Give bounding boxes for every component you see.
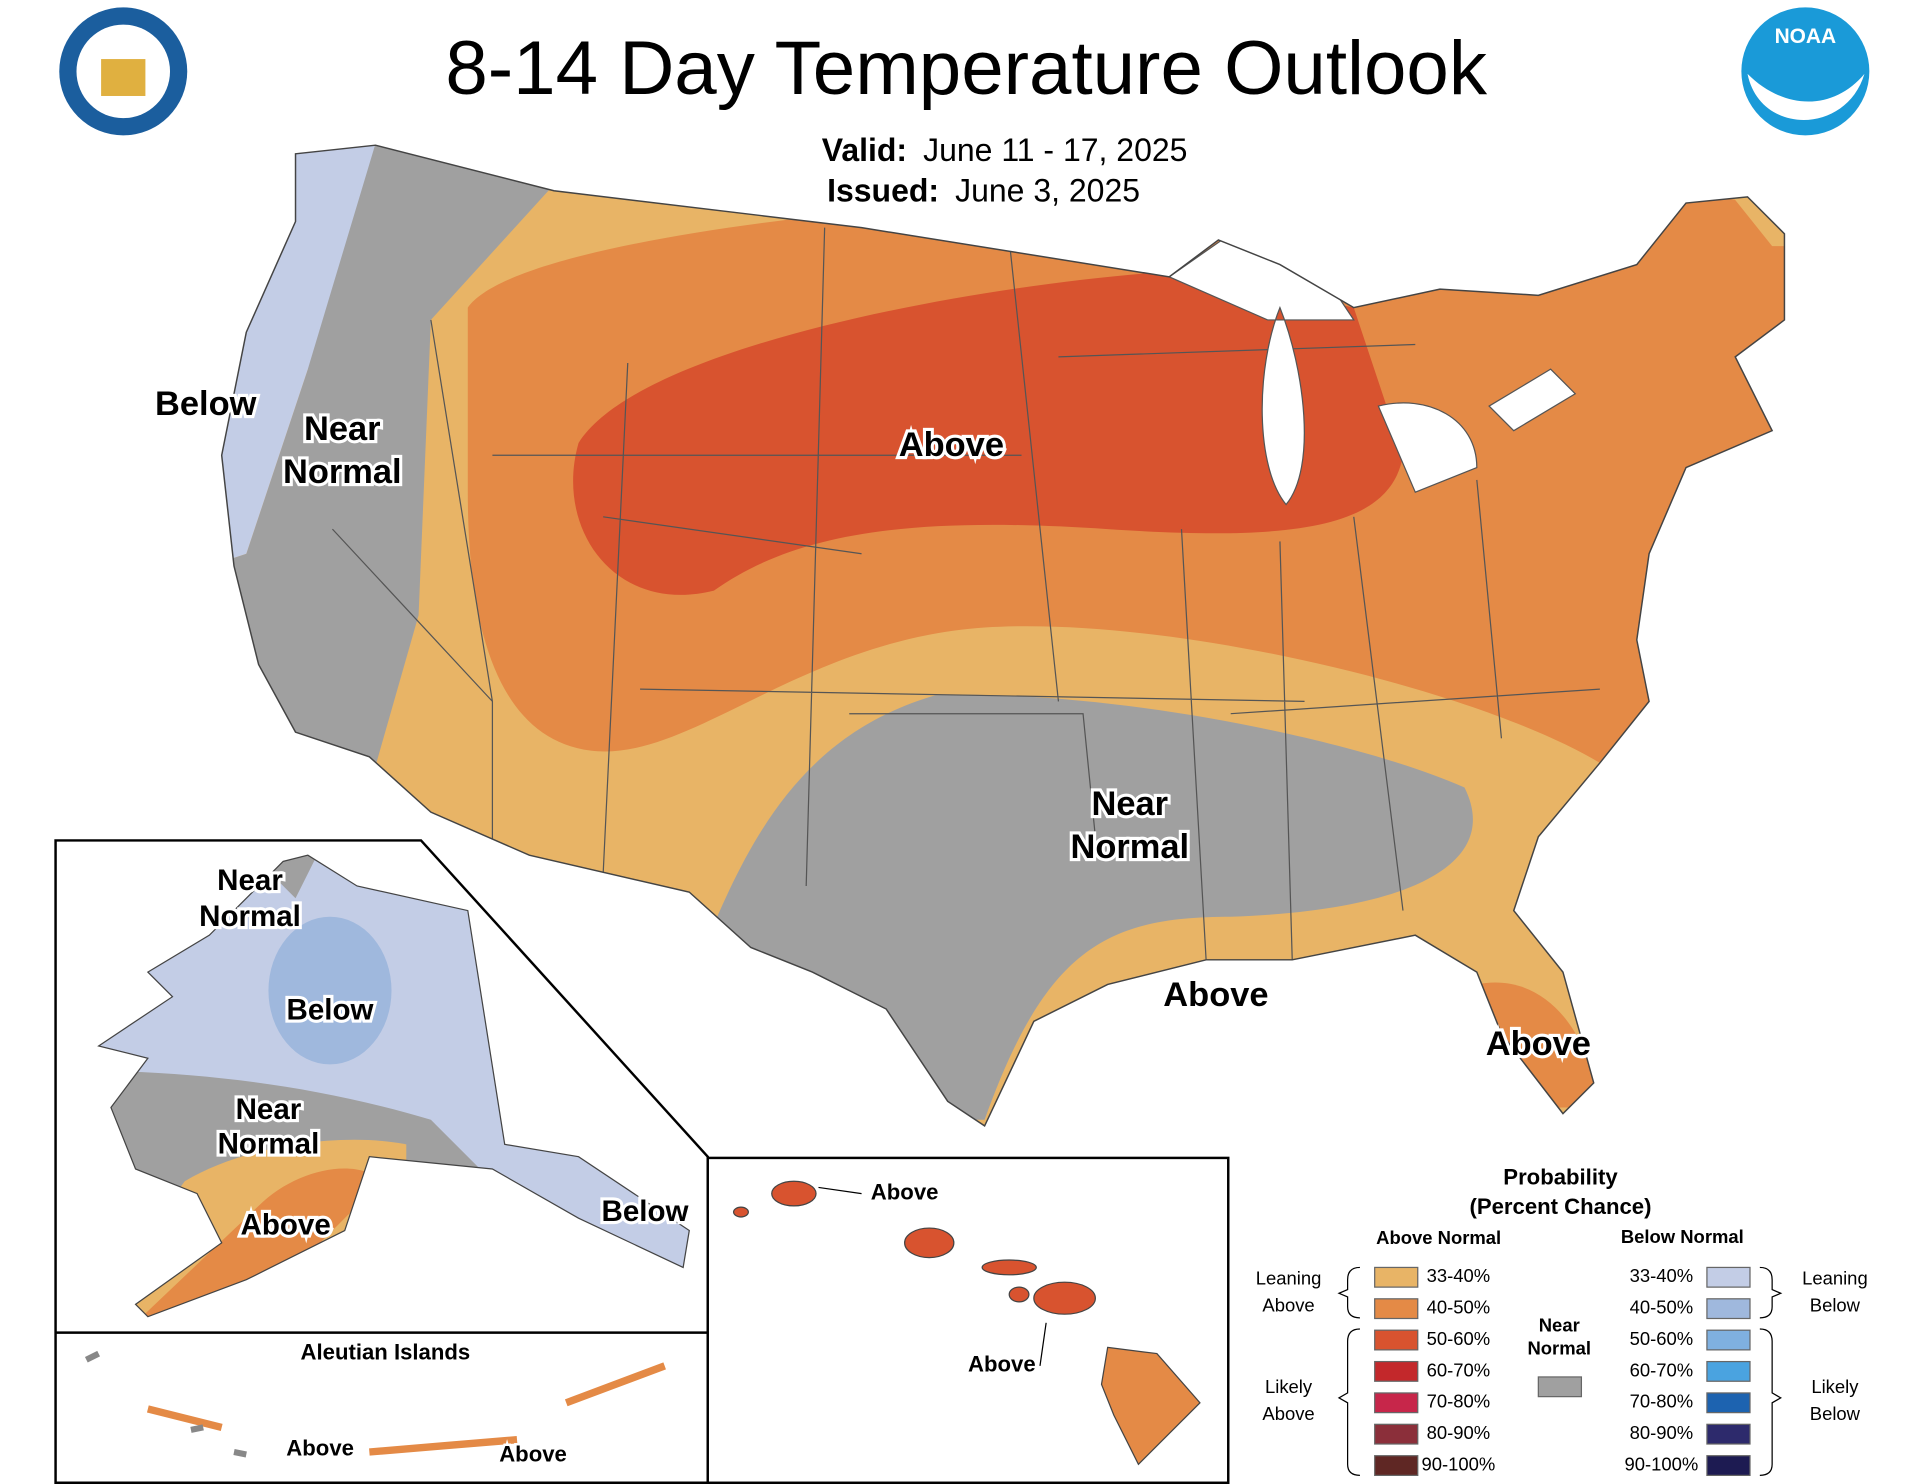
island: [981, 1259, 1037, 1276]
legend-swatch: [1374, 1298, 1419, 1320]
island: [1008, 1286, 1030, 1303]
island: [732, 1206, 749, 1218]
legend-label: 70-80%: [1427, 1391, 1491, 1412]
legend-swatch: [1374, 1360, 1419, 1382]
map-label: Near: [1092, 785, 1169, 823]
map-label: Near: [217, 864, 283, 897]
leader-lines: [818, 1186, 1047, 1366]
legend-label: 33-40%: [1630, 1265, 1694, 1286]
legend-swatch: [1706, 1455, 1751, 1477]
commerce-logo: [59, 7, 188, 136]
map-label: Normal: [199, 900, 301, 933]
map-label: Above: [968, 1352, 1036, 1377]
legend-label: 50-60%: [1427, 1328, 1491, 1349]
legend-group: Likely: [1811, 1376, 1859, 1397]
legend-subtitle: (Percent Chance): [1469, 1194, 1651, 1219]
legend-group: Leaning: [1256, 1268, 1322, 1289]
legend-label: 40-50%: [1630, 1297, 1694, 1318]
noaa-logo: NOAA: [1741, 7, 1870, 136]
legend-swatch: [1706, 1266, 1751, 1288]
title: 8-14 Day Temperature Outlook: [445, 26, 1487, 111]
inset-title: Aleutian Islands: [301, 1339, 471, 1364]
legend-group: Above: [1262, 1295, 1314, 1316]
aleutian-islands: [146, 1362, 666, 1456]
legend-heading: Above Normal: [1376, 1227, 1501, 1248]
legend-swatch: [1374, 1392, 1419, 1414]
island: [771, 1180, 817, 1207]
legend-swatch: [1706, 1423, 1751, 1445]
legend-group: Likely: [1265, 1376, 1313, 1397]
zone-near-normal: [221, 145, 554, 788]
legend-swatch: [1537, 1376, 1583, 1398]
legend-label: Normal: [1527, 1338, 1591, 1359]
conus-outline: [220, 144, 1786, 1128]
legend-label: 60-70%: [1427, 1359, 1491, 1380]
island: [904, 1227, 955, 1259]
legend-label: 33-40%: [1427, 1265, 1491, 1286]
map-label: Above: [1486, 1025, 1591, 1063]
map-label: Normal: [218, 1127, 320, 1160]
map-label: Below: [155, 385, 257, 423]
legend-heading: Below Normal: [1621, 1226, 1744, 1247]
legend-group: Below: [1810, 1403, 1861, 1424]
labels: BelowNearNormalAboveNearNormalAboveAbove…: [152, 382, 1594, 1469]
legend-group: Below: [1810, 1295, 1861, 1316]
legend: Probability (Percent Chance) Above Normal B…: [1256, 1162, 1868, 1477]
legend-swatch: [1706, 1360, 1751, 1382]
map-label: Normal: [1070, 828, 1189, 866]
issued-date: June 3, 2025: [955, 173, 1140, 209]
map-label: Near: [304, 410, 381, 448]
legend-label: 60-70%: [1630, 1359, 1694, 1380]
island: [1100, 1346, 1201, 1466]
island: [1033, 1281, 1096, 1315]
issued-label: Issued:: [827, 173, 939, 209]
legend-group: Leaning: [1802, 1268, 1868, 1289]
legend-label: 70-80%: [1630, 1391, 1694, 1412]
zone-below-40: [268, 916, 392, 1065]
legend-label: 80-90%: [1427, 1422, 1491, 1443]
map-label: Below: [602, 1195, 690, 1228]
legend-swatch: [1374, 1329, 1419, 1351]
map-label: Normal: [283, 453, 402, 491]
map-label: Above: [499, 1442, 567, 1467]
map-label: Above: [1163, 976, 1268, 1014]
legend-title: Probability: [1503, 1165, 1618, 1190]
legend-label: 90-100%: [1624, 1453, 1698, 1474]
legend-group: Above: [1262, 1403, 1314, 1424]
hawaii: [732, 1180, 1201, 1466]
aleutian-islands: [84, 1350, 247, 1458]
legend-label: 90-100%: [1421, 1453, 1495, 1474]
alaska-outline: [97, 854, 690, 1318]
great-lakes: [1167, 233, 1577, 506]
zone-above-40: [135, 1168, 382, 1317]
map-label: Above: [899, 426, 1004, 464]
legend-swatch: [1374, 1266, 1419, 1288]
legend-brackets: [1337, 1266, 1783, 1477]
legend-label: 40-50%: [1427, 1297, 1491, 1318]
map-label: Near: [236, 1093, 302, 1126]
legend-swatch: [1706, 1298, 1751, 1320]
legend-label: 80-90%: [1630, 1422, 1694, 1443]
map-label: Above: [241, 1209, 331, 1242]
state-lines: [331, 227, 1600, 960]
legend-label: Near: [1539, 1314, 1580, 1335]
map-label: Above: [871, 1179, 939, 1204]
map-label: Below: [287, 993, 375, 1026]
legend-swatch: [1374, 1455, 1419, 1477]
legend-swatch: [1706, 1392, 1751, 1414]
noaa-text: NOAA: [1775, 25, 1837, 48]
valid-dates: June 11 - 17, 2025: [923, 132, 1187, 168]
legend-swatch: [1374, 1423, 1419, 1445]
map-label: Above: [286, 1435, 354, 1460]
legend-label: 50-60%: [1630, 1328, 1694, 1349]
legend-swatch: [1706, 1329, 1751, 1351]
valid-label: Valid:: [822, 132, 907, 168]
